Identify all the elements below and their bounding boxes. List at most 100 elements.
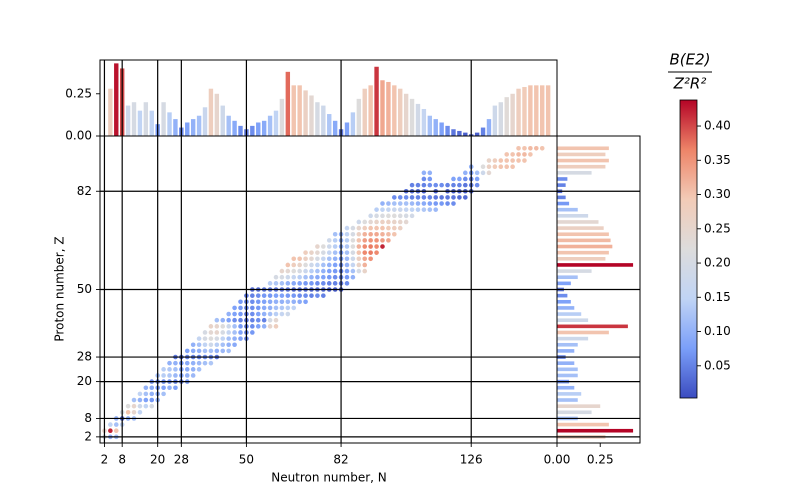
nucleus-point bbox=[332, 274, 338, 280]
nucleus-point bbox=[196, 367, 202, 372]
top-bar bbox=[350, 112, 356, 136]
nucleus-point bbox=[321, 268, 326, 274]
nucleus-point bbox=[297, 274, 302, 280]
nucleus-point bbox=[161, 373, 166, 378]
nucleus-point bbox=[362, 244, 368, 249]
top-bar bbox=[356, 98, 362, 136]
right-bar bbox=[557, 201, 570, 206]
right-bar bbox=[557, 257, 606, 261]
nucleus-point bbox=[267, 299, 273, 305]
nucleus-point bbox=[208, 348, 214, 354]
nucleus-point bbox=[374, 231, 379, 237]
nucleus-point bbox=[273, 281, 279, 286]
nucleus-point bbox=[279, 268, 285, 274]
nucleus-point bbox=[451, 201, 456, 206]
x-tick-label: 82 bbox=[333, 453, 348, 467]
nucleus-point bbox=[386, 238, 391, 243]
nucleus-point bbox=[267, 317, 273, 323]
nucleus-point bbox=[131, 410, 137, 415]
top-bar bbox=[445, 125, 450, 136]
nucleus-point bbox=[202, 360, 208, 366]
nucleus-point bbox=[303, 262, 308, 268]
nucleus-point bbox=[321, 274, 326, 280]
right-bar bbox=[557, 226, 604, 230]
nucleus-point bbox=[368, 256, 373, 262]
nucleus-point bbox=[474, 170, 480, 176]
nucleus-point bbox=[374, 213, 379, 219]
top-bar bbox=[498, 102, 503, 136]
nucleus-point bbox=[463, 195, 468, 200]
right-x-tick-label: 0.25 bbox=[587, 453, 614, 467]
nucleus-point bbox=[344, 225, 350, 231]
nucleus-point bbox=[397, 213, 403, 219]
lines-layer bbox=[100, 60, 640, 443]
nucleus-point bbox=[226, 348, 231, 354]
nucleus-point bbox=[522, 152, 527, 157]
nucleus-point bbox=[190, 360, 196, 366]
top-bar bbox=[522, 87, 527, 136]
nucleus-point bbox=[208, 336, 214, 341]
nucleus-point bbox=[362, 256, 368, 262]
nucleus-point bbox=[463, 176, 468, 182]
x-tick-label: 28 bbox=[174, 453, 189, 467]
x-tick-label: 8 bbox=[118, 453, 126, 467]
right-bar bbox=[557, 312, 582, 316]
nucleus-point bbox=[386, 207, 391, 212]
nucleus-point bbox=[344, 231, 350, 237]
nucleus-point bbox=[516, 145, 521, 151]
top-bar bbox=[261, 120, 267, 136]
nucleus-point bbox=[350, 231, 356, 237]
nucleus-point bbox=[303, 293, 308, 298]
top-bar bbox=[185, 122, 190, 136]
nucleus-point bbox=[303, 299, 308, 305]
right-bar bbox=[557, 330, 609, 335]
nucleus-point bbox=[356, 244, 362, 249]
nucleus-point bbox=[350, 238, 356, 243]
nucleus-point bbox=[403, 207, 409, 212]
nucleus-point bbox=[309, 250, 314, 255]
nucleus-point bbox=[250, 311, 255, 317]
x-tick-label: 2 bbox=[101, 453, 109, 467]
nucleus-point bbox=[350, 256, 356, 262]
top-bar bbox=[380, 80, 385, 136]
colorbar-label-numerator: B(E2) bbox=[669, 51, 710, 69]
nucleus-point bbox=[196, 360, 202, 366]
nucleus-point bbox=[255, 317, 261, 323]
right-bar bbox=[557, 232, 609, 237]
top-bar bbox=[427, 115, 433, 136]
nucleus-point bbox=[273, 305, 279, 311]
nucleus-point bbox=[321, 281, 326, 286]
top-bar bbox=[202, 107, 208, 136]
nucleus-point bbox=[403, 201, 409, 206]
nucleus-point bbox=[510, 152, 515, 157]
nucleus-point bbox=[202, 336, 208, 341]
nucleus-point bbox=[108, 422, 113, 427]
top-bar bbox=[315, 102, 320, 136]
nucleus-point bbox=[350, 268, 356, 274]
right-bar bbox=[557, 281, 571, 286]
nucleus-point bbox=[149, 391, 155, 397]
nucleus-point bbox=[273, 299, 279, 305]
top-bar bbox=[433, 119, 438, 136]
nucleus-point bbox=[415, 195, 421, 200]
top-bar bbox=[504, 97, 509, 136]
nucleus-point bbox=[255, 311, 261, 317]
top-bar bbox=[297, 85, 302, 136]
nucleus-point bbox=[486, 164, 492, 169]
nucleus-point bbox=[285, 281, 291, 286]
top-bar bbox=[279, 98, 285, 136]
nucleus-point bbox=[397, 201, 403, 206]
right-bar bbox=[557, 244, 613, 249]
nucleus-point bbox=[226, 317, 231, 323]
nucleus-point bbox=[125, 410, 131, 415]
nucleus-point bbox=[232, 317, 237, 323]
right-bar bbox=[557, 250, 609, 255]
nucleus-point bbox=[255, 299, 261, 305]
nucleus-point bbox=[291, 268, 297, 274]
nucleus-point bbox=[167, 385, 172, 391]
colorbar-tick-label: 0.10 bbox=[704, 324, 731, 338]
nucleus-point bbox=[522, 145, 527, 151]
top-bar bbox=[409, 98, 415, 136]
nucleus-point bbox=[297, 268, 302, 274]
nucleus-point bbox=[457, 195, 462, 200]
